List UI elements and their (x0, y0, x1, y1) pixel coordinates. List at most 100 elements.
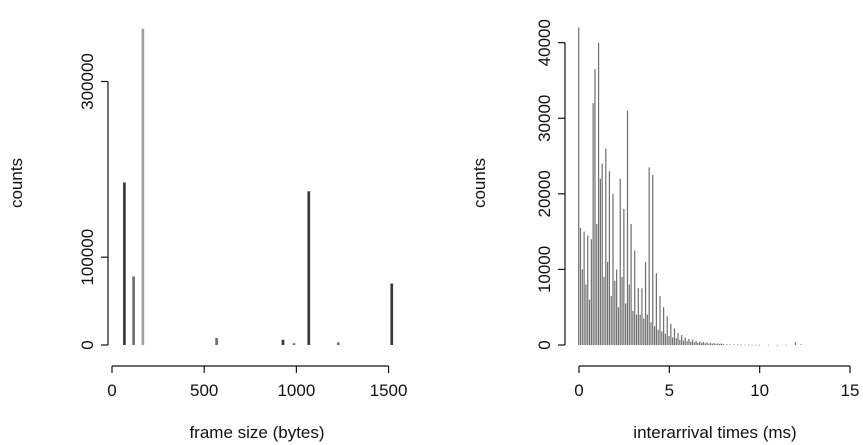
interarrival-bar (601, 163, 603, 345)
interarrival-bar (650, 322, 652, 345)
interarrival-bar (726, 344, 728, 345)
interarrival-bar (628, 284, 630, 345)
frame-size-bar (215, 337, 218, 345)
interarrival-x-tick-label: 15 (841, 381, 860, 400)
interarrival-bar (587, 235, 589, 345)
frame-size-bar (390, 283, 394, 345)
frame-size-y-axis-label: counts (7, 158, 26, 208)
interarrival-bar (708, 343, 710, 345)
interarrival-bar (614, 280, 616, 345)
interarrival-bar (608, 171, 611, 345)
frame-size-bar (123, 182, 126, 345)
interarrival-bar (579, 227, 582, 345)
interarrival-bar (686, 341, 688, 345)
interarrival-bar (634, 250, 636, 345)
frame-size-y-tick-label: 300000 (78, 53, 97, 110)
interarrival-bar (688, 338, 690, 345)
frame-size-bar (292, 343, 296, 345)
interarrival-bar (646, 314, 648, 345)
interarrival-bar (717, 343, 719, 345)
interarrival-bar (776, 344, 779, 346)
interarrival-bar (713, 343, 715, 345)
interarrival-bar (684, 337, 686, 345)
interarrival-bar (702, 341, 704, 345)
interarrival-bar (635, 314, 638, 345)
interarrival-bar (719, 343, 721, 345)
interarrival-bar (617, 307, 620, 345)
interarrival-bar (588, 299, 591, 345)
interarrival-bar (767, 344, 770, 346)
interarrival-bar (657, 329, 659, 345)
frame-size-y-tick-label: 100000 (78, 229, 97, 286)
interarrival-bar (800, 344, 802, 345)
frame-size-histogram: 0 500 1000 1500 0 100000 300000 frame size (b… (7, 28, 407, 442)
interarrival-bar (630, 224, 632, 345)
interarrival-bar (691, 339, 694, 345)
interarrival-bar (643, 318, 645, 345)
interarrival-bar (690, 341, 692, 345)
interarrival-bar (644, 261, 647, 345)
interarrival-bar (612, 193, 614, 345)
frame-size-y-tick-label: 0 (78, 340, 97, 349)
interarrival-bar (661, 331, 663, 345)
interarrival-bar (709, 342, 712, 345)
interarrival-bar (706, 342, 708, 345)
interarrival-bar (682, 340, 685, 345)
interarrival-y-axis-label: counts (470, 158, 489, 208)
frame-size-x-axis-label: frame size (bytes) (189, 423, 324, 442)
interarrival-x-tick-label: 5 (665, 381, 674, 400)
interarrival-bar (699, 341, 701, 345)
interarrival-bar (700, 343, 703, 345)
interarrival-bar (590, 239, 592, 345)
interarrival-x-ticks: 0 5 10 15 (574, 366, 859, 400)
interarrival-bar (607, 261, 609, 345)
interarrival-bar (704, 343, 706, 345)
interarrival-bar (747, 344, 750, 346)
frame-size-bar (132, 276, 135, 345)
interarrival-y-tick-label: 30000 (535, 95, 554, 142)
frame-size-bar (141, 28, 145, 346)
frame-size-x-tick-label: 0 (107, 381, 116, 400)
interarrival-y-tick-label: 0 (535, 340, 554, 349)
interarrival-bar (659, 295, 661, 345)
frame-size-bars (123, 28, 394, 346)
interarrival-bar (596, 224, 598, 345)
interarrival-y-tick-label: 20000 (535, 170, 554, 217)
interarrival-bar (648, 167, 650, 345)
interarrival-bar (625, 303, 627, 345)
interarrival-bar (616, 269, 618, 345)
interarrival-bar (632, 310, 634, 345)
interarrival-bar (626, 110, 629, 345)
interarrival-bar (751, 344, 753, 346)
interarrival-bar (711, 343, 713, 345)
interarrival-bar (681, 335, 683, 345)
interarrival-bar (668, 335, 670, 345)
interarrival-y-tick-label: 40000 (535, 19, 554, 66)
interarrival-bar (585, 284, 587, 345)
interarrival-bar (673, 328, 676, 345)
interarrival-bar (605, 148, 607, 345)
frame-size-bar (281, 339, 285, 345)
frame-size-x-tick-label: 500 (190, 381, 218, 400)
interarrival-y-ticks: 0 10000 20000 30000 40000 (535, 19, 565, 350)
interarrival-x-tick-label: 10 (750, 381, 769, 400)
interarrival-bar (737, 344, 739, 346)
interarrival-bar (715, 343, 717, 345)
interarrival-bar (677, 332, 679, 345)
interarrival-bar (670, 323, 672, 345)
interarrival-bar (619, 178, 621, 345)
frame-size-bar (336, 342, 340, 345)
interarrival-bar (599, 178, 601, 345)
interarrival-bar (758, 344, 760, 346)
interarrival-bar (729, 344, 732, 345)
interarrival-bar (679, 339, 681, 345)
interarrival-bar (597, 42, 600, 346)
interarrival-bar (675, 338, 677, 345)
interarrival-x-axis-label: interarrival times (ms) (633, 423, 796, 442)
interarrival-bar (663, 307, 665, 345)
interarrival-bar (733, 344, 735, 345)
interarrival-bar (697, 342, 699, 345)
interarrival-bar (637, 288, 639, 345)
interarrival-bar (740, 344, 742, 346)
